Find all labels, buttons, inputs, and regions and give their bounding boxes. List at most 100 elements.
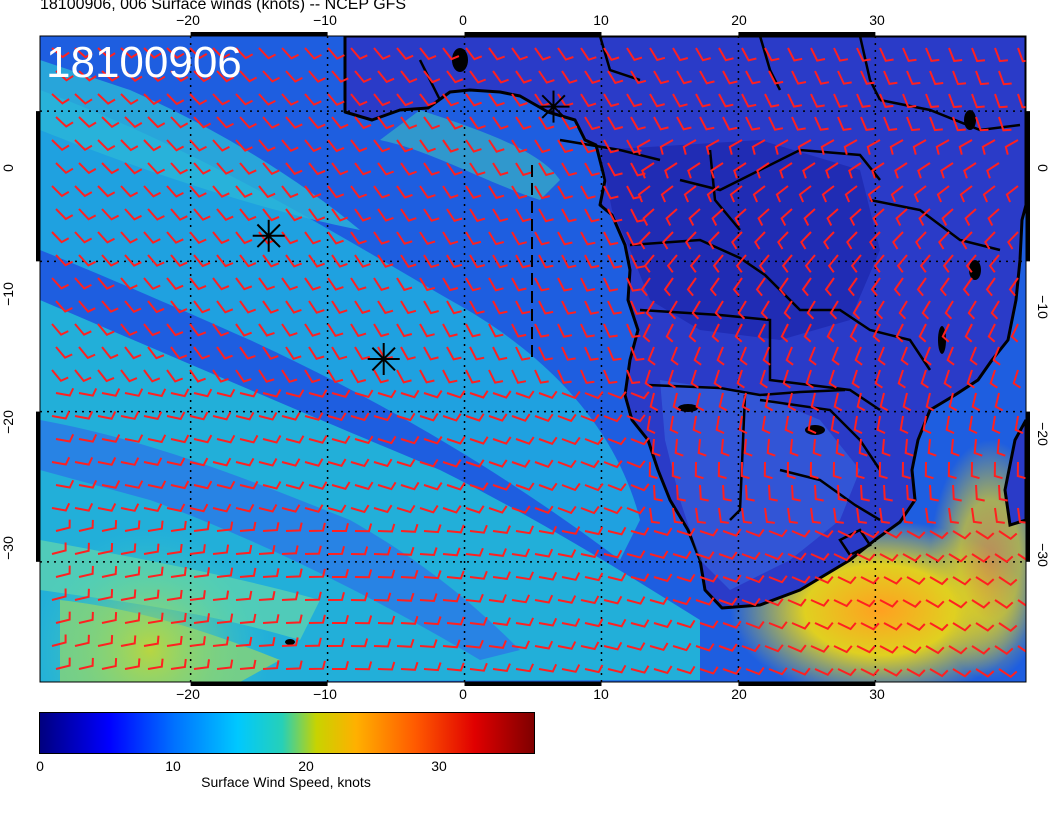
wind-barb	[212, 323, 230, 337]
wind-barb	[327, 545, 345, 555]
wind-barb	[400, 116, 418, 130]
wind-barb	[781, 254, 793, 273]
wind-barb	[377, 523, 396, 533]
wind-barb	[580, 505, 600, 515]
wind-barb	[967, 300, 977, 320]
wind-barb	[354, 208, 371, 222]
wind-barb	[511, 459, 531, 468]
wind-barb	[870, 277, 881, 297]
wind-barb	[828, 369, 837, 389]
wind-barb	[304, 139, 322, 153]
wind-barb	[423, 524, 442, 534]
wind-barb	[718, 392, 728, 412]
wind-barb	[101, 300, 119, 313]
wind-barb	[124, 254, 142, 267]
wind-barb	[465, 139, 482, 153]
wind-barb	[584, 437, 604, 446]
wind-barb	[626, 596, 646, 605]
wind-barb	[860, 576, 880, 585]
wind-barb	[97, 93, 116, 105]
wind-barb	[942, 254, 954, 273]
wind-barb	[919, 254, 931, 273]
wind-barb	[580, 185, 596, 200]
wind-barb	[147, 208, 165, 221]
wind-barb	[830, 415, 840, 435]
wind-barb	[833, 645, 853, 654]
wind-barb	[764, 392, 774, 412]
wind-barb	[534, 548, 554, 558]
wind-barb	[603, 460, 623, 469]
wind-barb	[924, 461, 934, 480]
wind-barb	[925, 392, 935, 412]
wind-barb	[987, 323, 996, 343]
wind-barb	[975, 530, 995, 540]
wind-barb	[285, 660, 303, 670]
wind-barb	[423, 162, 440, 176]
wind-barb	[446, 482, 466, 491]
wind-barb	[938, 231, 950, 250]
wind-barb	[419, 593, 438, 603]
wind-barb	[860, 70, 875, 85]
wind-barb	[147, 658, 164, 670]
wind-barb	[695, 47, 711, 62]
wind-barb	[511, 505, 531, 514]
wind-barb	[373, 93, 391, 107]
wind-barb	[377, 254, 394, 268]
wind-barb	[846, 231, 858, 250]
wind-barb	[607, 162, 623, 177]
x-tick-top: 10	[593, 12, 609, 28]
wind-barb	[78, 611, 94, 624]
wind-barb	[626, 93, 643, 108]
wind-barb	[561, 208, 577, 223]
wind-barb	[626, 642, 646, 651]
colorbar-tick: 10	[165, 758, 181, 774]
wind-barb	[262, 346, 279, 360]
wind-barb	[377, 208, 394, 222]
wind-barb	[994, 392, 1004, 412]
wind-barb	[442, 369, 458, 384]
wind-barb	[849, 208, 862, 226]
wind-barb	[534, 139, 551, 154]
wind-barb	[511, 139, 528, 153]
wind-barb	[856, 392, 866, 412]
wind-barb	[78, 387, 98, 397]
wind-barb	[883, 70, 898, 86]
wind-barb	[603, 185, 619, 200]
wind-barb	[189, 544, 206, 555]
wind-barb	[258, 637, 276, 647]
wind-barb	[869, 231, 881, 250]
wind-barb	[649, 93, 665, 108]
wind-barb	[990, 300, 1000, 320]
wind-barb	[603, 47, 620, 61]
wind-barb	[993, 461, 1003, 480]
wind-barb	[78, 300, 96, 313]
wind-barb	[557, 641, 577, 650]
wind-barb	[170, 480, 190, 490]
frame-tick-bar	[36, 411, 40, 562]
wind-barb	[791, 484, 801, 502]
wind-barb	[895, 323, 904, 343]
wind-barb	[327, 277, 344, 291]
wind-barb	[708, 231, 720, 250]
wind-barb	[699, 70, 715, 85]
wind-barb	[691, 300, 701, 320]
wind-barb	[304, 369, 321, 384]
wind-barb	[74, 231, 93, 244]
wind-barb	[754, 231, 766, 250]
wind-barb	[860, 530, 880, 539]
wind-barb	[986, 162, 1000, 179]
wind-barb	[304, 504, 324, 513]
wind-barb	[902, 507, 913, 524]
wind-barb	[377, 70, 395, 84]
wind-barb	[929, 70, 944, 86]
wind-barb	[281, 231, 299, 245]
wind-barb	[396, 412, 416, 422]
wind-barb	[534, 594, 554, 604]
wind-barb	[97, 277, 115, 290]
wind-barb	[964, 323, 973, 343]
x-tick-top: 30	[869, 12, 885, 28]
wind-barb	[826, 208, 839, 226]
wind-barb	[735, 254, 747, 273]
wind-barb	[734, 208, 747, 226]
wind-barb	[810, 392, 820, 412]
